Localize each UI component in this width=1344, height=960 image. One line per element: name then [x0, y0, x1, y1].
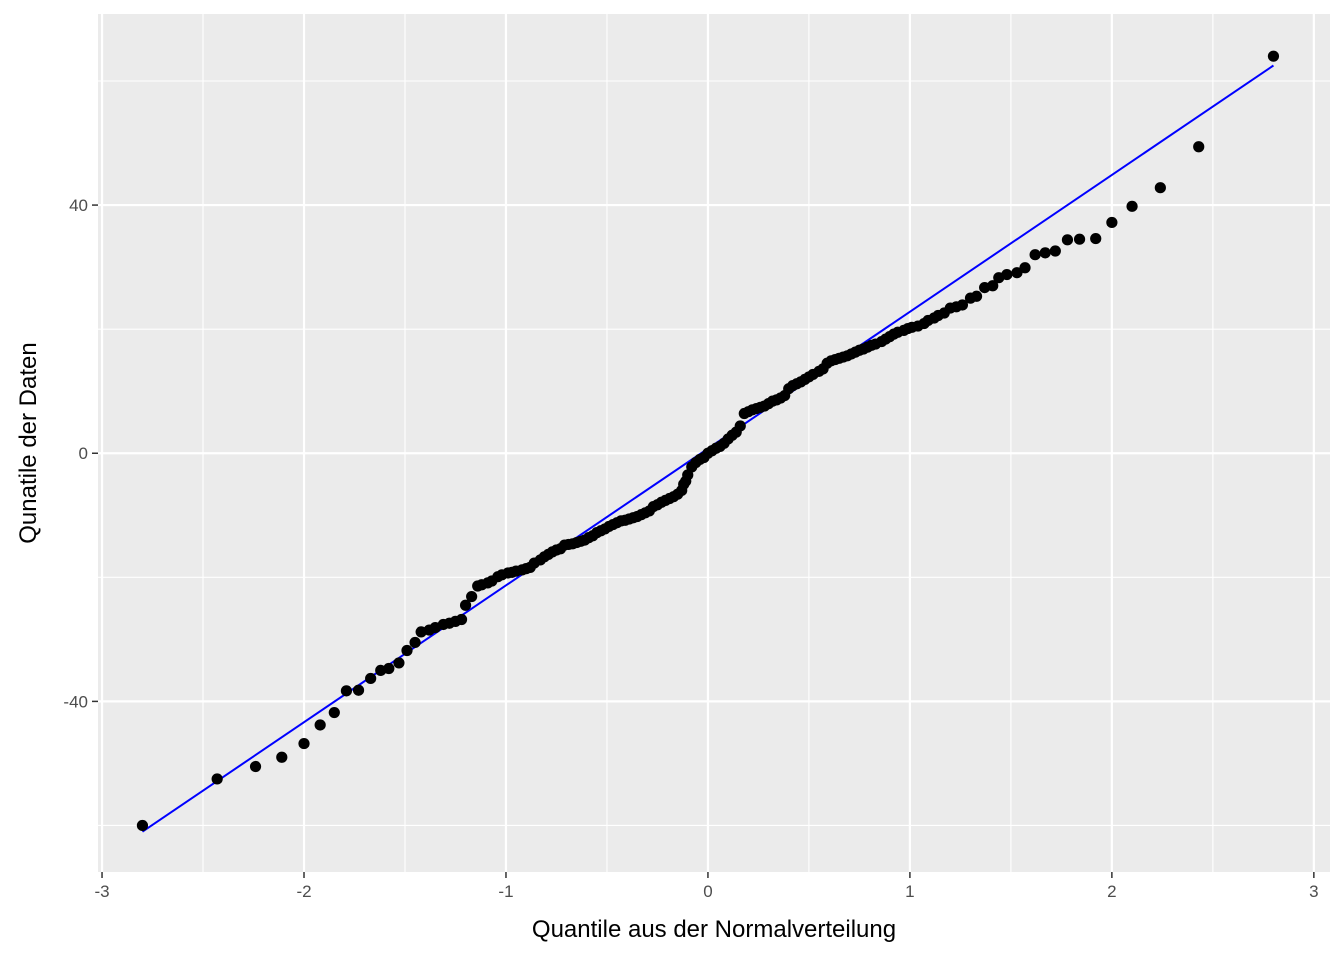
data-point [1106, 216, 1118, 229]
data-point [1193, 141, 1205, 153]
data-point [1061, 234, 1074, 246]
data-point [352, 684, 365, 696]
y-tick-label: 40 [69, 196, 88, 215]
data-point [328, 706, 340, 719]
data-point [734, 420, 746, 432]
data-point [1073, 233, 1086, 245]
data-point [987, 280, 999, 292]
data-point [365, 672, 377, 685]
data-point [1154, 182, 1166, 194]
data-point [211, 773, 223, 785]
y-axis-title: Qunatile der Daten [15, 342, 42, 543]
x-axis-title: Quantile aus der Normalverteilung [532, 916, 896, 943]
data-point [1001, 268, 1013, 281]
data-point [956, 299, 969, 311]
x-tick-label: -1 [498, 882, 513, 901]
data-point [1039, 247, 1051, 259]
y-tick-label: 0 [79, 444, 88, 463]
data-point [455, 613, 468, 626]
data-point [383, 662, 395, 675]
data-point [1267, 50, 1280, 62]
data-point [466, 590, 478, 603]
data-point [1019, 262, 1031, 274]
x-tick-label: 2 [1107, 882, 1116, 901]
x-tick-label: -3 [94, 882, 109, 901]
data-point [276, 751, 288, 763]
data-point [401, 644, 413, 657]
data-point [136, 819, 149, 832]
y-tick-label: -40 [63, 692, 88, 711]
x-tick-label: 3 [1309, 882, 1318, 901]
data-point [393, 657, 405, 669]
x-tick-label: 1 [905, 882, 914, 901]
x-axis-ticks: -3 -2 -1 0 1 2 3 [94, 872, 1319, 901]
x-tick-label: 0 [703, 882, 712, 901]
data-point [1011, 267, 1023, 279]
data-point [314, 719, 326, 731]
data-point [298, 737, 310, 750]
data-points [136, 50, 1280, 832]
x-tick-label: -2 [296, 882, 311, 901]
plot-panel [98, 14, 1330, 872]
data-point [340, 685, 353, 697]
data-point [1029, 249, 1041, 261]
y-axis-ticks: -40 0 40 [63, 196, 98, 711]
data-point [409, 636, 421, 649]
data-point [1126, 200, 1138, 212]
data-point [1049, 245, 1061, 257]
data-point [249, 760, 262, 773]
data-point [970, 290, 983, 302]
major-gridlines [98, 14, 1330, 872]
data-point [459, 599, 472, 611]
data-point [1090, 232, 1102, 245]
